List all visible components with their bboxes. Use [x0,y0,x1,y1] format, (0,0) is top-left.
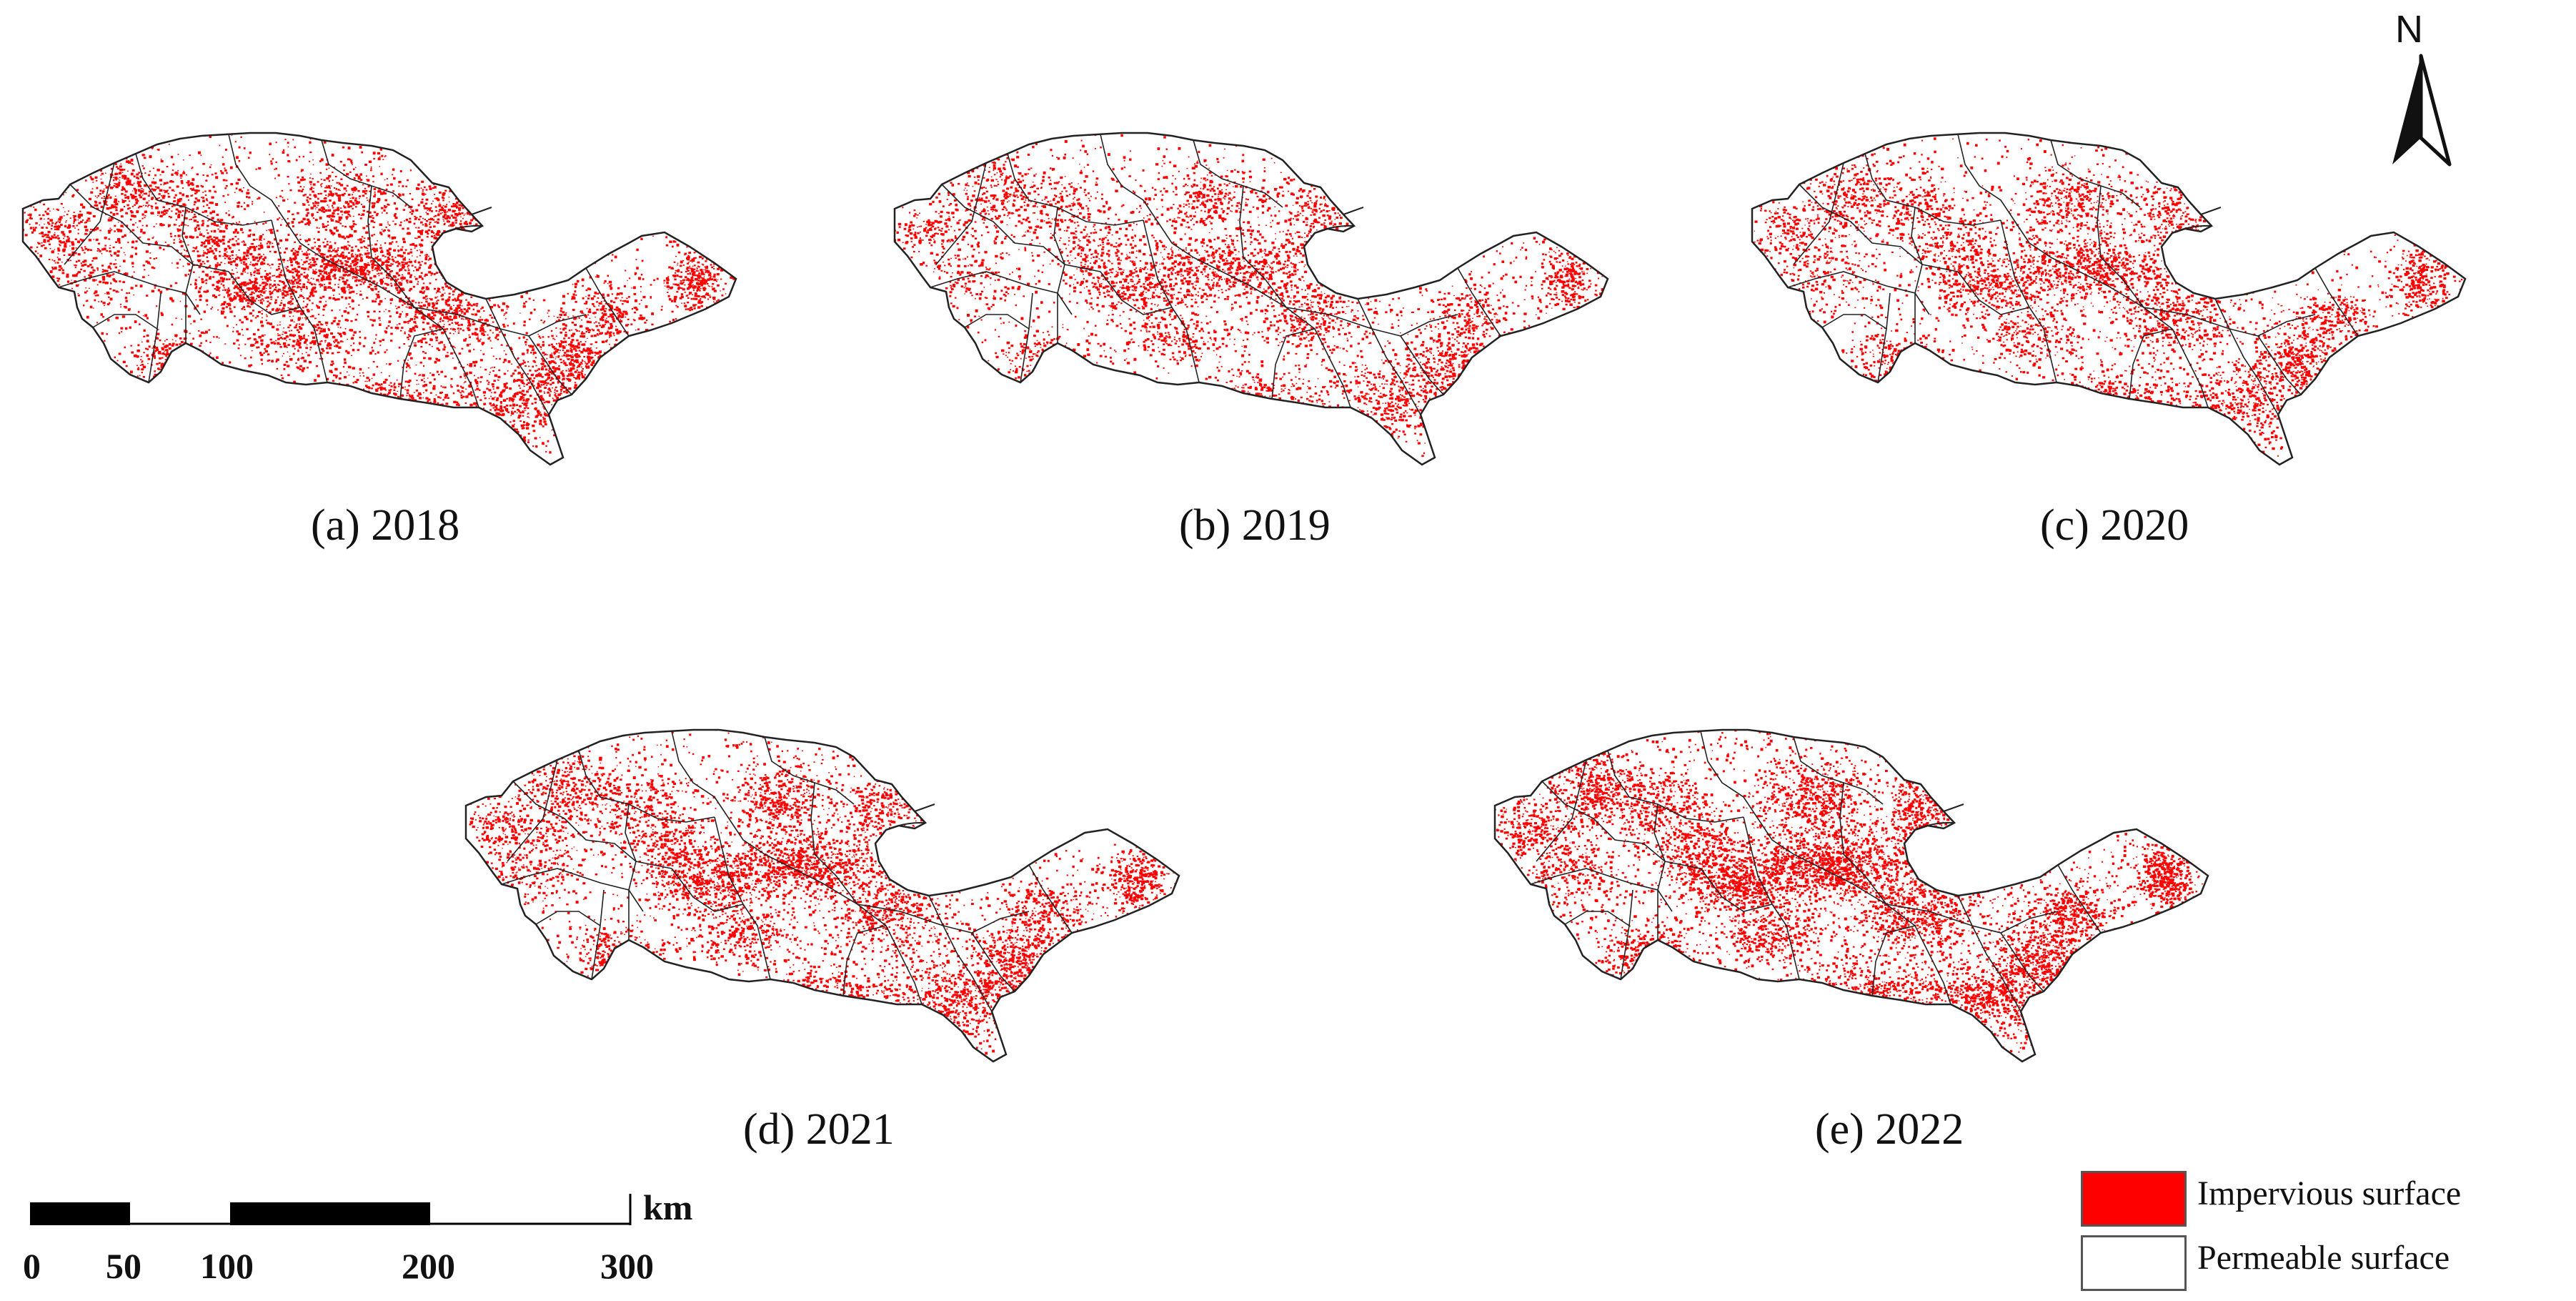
legend: Impervious surface Permeable surface [2072,1158,2572,1294]
scale-tick-50: 50 [106,1245,141,1287]
map-panel-2021 [457,697,1243,1126]
caption-2020: (c) 2020 [2040,500,2189,551]
scale-bar: km 0 50 100 200 300 [23,1187,715,1294]
scale-unit: km [643,1187,692,1228]
county-boundaries [501,731,1073,1012]
region-map-2022 [1493,728,2209,1063]
permeable-area [1495,730,2208,1062]
map-panel-2019 [886,100,1672,529]
county-boundaries [930,134,1501,415]
legend-swatch-permeable [2081,1235,2187,1291]
scale-tick-0: 0 [23,1245,41,1287]
caption-2021: (d) 2021 [743,1104,895,1155]
north-label: N [2395,7,2423,51]
region-map-2018 [21,132,737,466]
coastline-detail [885,803,935,831]
county-boundaries [1530,731,2102,1012]
region-outline [21,132,737,466]
scale-tick-300: 300 [600,1245,654,1287]
coastline-detail [1914,803,1964,831]
caption-2018: (a) 2018 [311,500,459,551]
region-outline [893,132,1609,466]
caption-2019: (b) 2019 [1179,500,1331,551]
coastline-detail [442,207,492,234]
county-boundaries [1787,134,2359,415]
coastline-detail [1314,207,1364,234]
map-panel-2020 [1744,100,2530,529]
scale-bar-graphic [30,1194,632,1225]
region-outline [464,728,1180,1063]
map-panel-2022 [1486,697,2272,1126]
scale-tick-200: 200 [402,1245,455,1287]
legend-swatch-impervious [2081,1171,2187,1227]
legend-label-permeable: Permeable surface [2197,1238,2450,1277]
region-map-2021 [464,728,1180,1063]
region-map-2020 [1751,132,2467,466]
legend-label-impervious: Impervious surface [2197,1174,2461,1213]
county-boundaries [58,134,630,415]
north-arrow-icon [2392,54,2452,167]
region-outline [1751,132,2467,466]
scale-tick-100: 100 [200,1245,254,1287]
region-map-2019 [893,132,1609,466]
map-panel-2018 [14,100,800,529]
region-outline [1493,728,2209,1063]
caption-2022: (e) 2022 [1815,1104,1964,1155]
coastline-detail [2172,207,2222,234]
